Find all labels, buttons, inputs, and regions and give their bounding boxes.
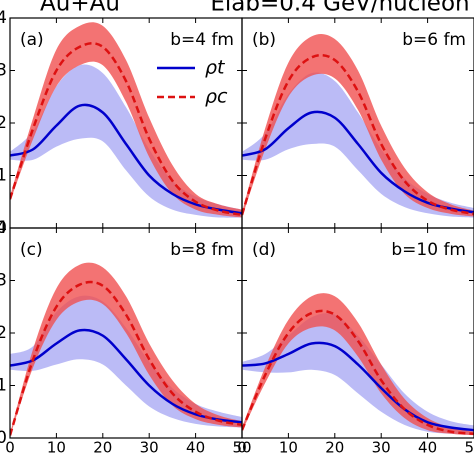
error-band bbox=[10, 22, 242, 218]
line bbox=[10, 42, 242, 217]
plot-area bbox=[242, 33, 474, 218]
y-tick-label: 2 bbox=[0, 323, 7, 343]
annotation: b=8 fm bbox=[170, 240, 234, 260]
y-tick-label: 4 bbox=[0, 8, 7, 28]
y-tick-label: 1 bbox=[0, 166, 7, 186]
chart-title: Elab=0.4 GeV/nucleon bbox=[210, 0, 469, 17]
annotation: b=6 fm bbox=[402, 30, 466, 50]
y-tick-label: 4 bbox=[0, 218, 7, 238]
x-tick-label: 20 bbox=[93, 439, 112, 453]
x-tick-label: 40 bbox=[418, 439, 437, 453]
y-tick-label: 0 bbox=[0, 218, 7, 238]
x-tick-label: 10 bbox=[279, 439, 298, 453]
plot-area bbox=[242, 293, 474, 436]
legend-label: ρt bbox=[205, 57, 226, 79]
y-tick-label: 3 bbox=[0, 61, 7, 81]
error-band bbox=[242, 313, 474, 435]
annotation: b=4 fm bbox=[170, 30, 234, 50]
plot-area bbox=[10, 22, 242, 218]
error-band bbox=[10, 64, 242, 218]
error-band bbox=[10, 262, 242, 437]
y-tick-label: 1 bbox=[0, 376, 7, 396]
line bbox=[242, 309, 474, 436]
line bbox=[242, 53, 474, 216]
y-tick-label: 0 bbox=[0, 428, 7, 448]
y-tick-label: 3 bbox=[0, 271, 7, 291]
x-tick-label: 50 bbox=[464, 439, 474, 453]
x-tick-label: 30 bbox=[140, 439, 159, 453]
panel-label: (c) bbox=[20, 240, 43, 260]
x-tick-label: 50 bbox=[232, 439, 251, 453]
panel-label: (a) bbox=[20, 30, 44, 50]
y-tick-label: 2 bbox=[0, 113, 7, 133]
line bbox=[242, 341, 474, 432]
line bbox=[10, 280, 242, 436]
x-tick-label: 0 bbox=[237, 439, 247, 453]
error-band bbox=[242, 293, 474, 436]
error-band bbox=[10, 295, 242, 428]
chart-title: Au+Au bbox=[40, 0, 120, 17]
x-tick-label: 40 bbox=[186, 439, 205, 453]
x-tick-label: 0 bbox=[5, 439, 15, 453]
legend-label: ρc bbox=[205, 86, 228, 108]
x-tick-label: 30 bbox=[372, 439, 391, 453]
annotation: b=10 fm bbox=[391, 240, 466, 260]
panel-label: (b) bbox=[252, 30, 276, 50]
panel-label: (d) bbox=[252, 240, 276, 260]
x-tick-label: 10 bbox=[47, 439, 66, 453]
line bbox=[10, 328, 242, 424]
plot-area bbox=[10, 262, 242, 437]
x-tick-label: 20 bbox=[325, 439, 344, 453]
error-band bbox=[242, 33, 474, 218]
